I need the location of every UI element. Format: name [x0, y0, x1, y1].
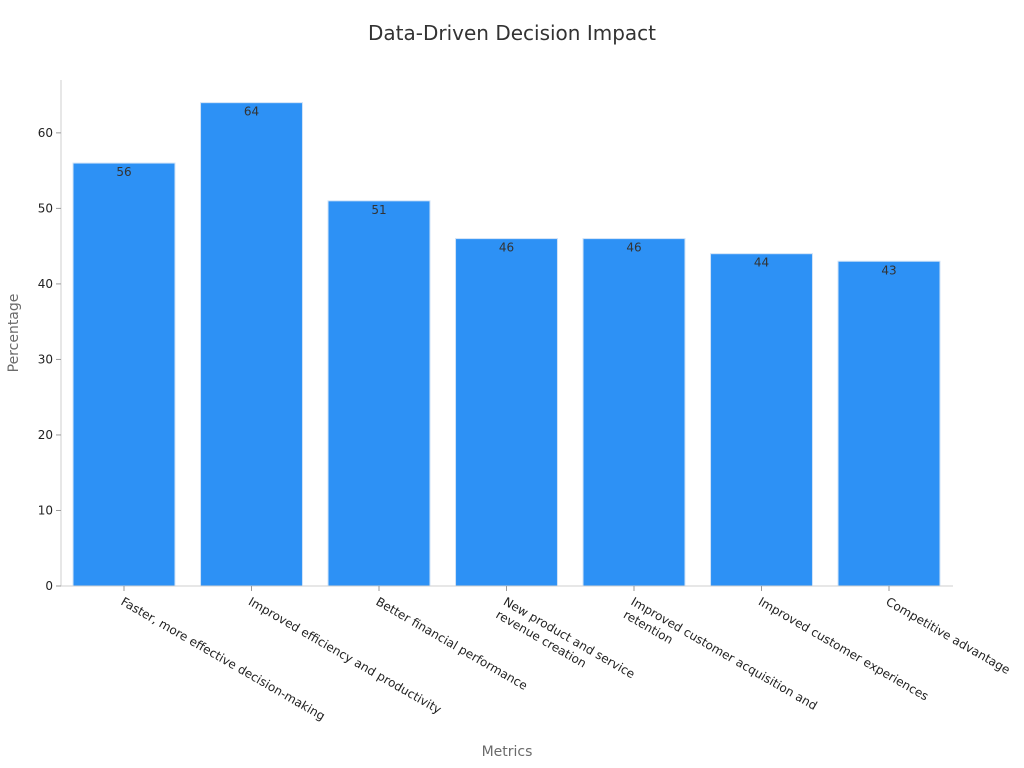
- bar: [72, 162, 176, 587]
- bar: [710, 253, 813, 587]
- y-tick-label: 60: [38, 126, 53, 140]
- bar-value-label: 51: [371, 203, 386, 217]
- x-tick-label: Competitive advantage: [884, 594, 1013, 677]
- bar: [327, 200, 431, 587]
- chart-title: Data-Driven Decision Impact: [368, 21, 656, 45]
- bar-value-label: 46: [499, 241, 514, 255]
- x-tick-label: Faster, more effective decision-making: [119, 594, 328, 723]
- bars-group: [72, 102, 941, 587]
- bar-value-label: 56: [116, 165, 131, 179]
- y-tick-label: 20: [38, 428, 53, 442]
- bar: [200, 102, 303, 587]
- y-tick-label: 30: [38, 352, 53, 366]
- y-tick-label: 50: [38, 201, 53, 215]
- x-axis-title: Metrics: [482, 744, 533, 760]
- bar: [582, 238, 686, 587]
- bar: [455, 238, 558, 587]
- y-axis: 0 10 20 30 40 50 60: [38, 80, 62, 593]
- bar-value-label: 64: [244, 105, 259, 119]
- bar-value-label: 46: [626, 241, 641, 255]
- y-axis-title: Percentage: [6, 294, 22, 373]
- y-tick-label: 0: [45, 579, 53, 593]
- data-labels-group: 56 64 51 46 46 44 43: [116, 105, 896, 278]
- x-axis: Faster, more effective decision-makingIm…: [61, 585, 1013, 723]
- bar: [837, 260, 941, 587]
- bar-value-label: 44: [754, 256, 769, 270]
- y-tick-label: 10: [38, 503, 53, 517]
- y-tick-label: 40: [38, 277, 53, 291]
- bar-value-label: 43: [881, 263, 896, 277]
